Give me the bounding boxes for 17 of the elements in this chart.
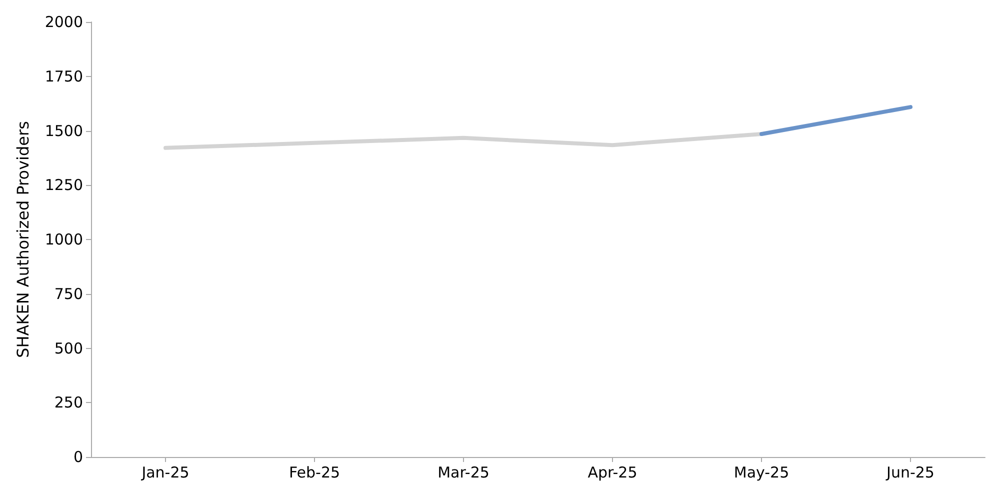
x-tick-label: Apr-25 (588, 464, 638, 482)
y-tick-label: 1250 (44, 176, 83, 194)
y-tick-label: 2000 (44, 13, 83, 31)
y-tick-label: 1750 (44, 67, 83, 86)
y-tick-label: 750 (54, 284, 83, 303)
line-series (164, 132, 764, 150)
y-tick-label: 500 (54, 339, 83, 358)
x-tick-label: Jun-25 (886, 464, 934, 482)
y-axis-title: SHAKEN Authorized Providers (14, 121, 32, 358)
x-tick-label: Feb-25 (288, 464, 340, 482)
y-tick-label: 0 (73, 448, 83, 466)
y-tick-label: 1000 (44, 230, 83, 248)
y-tick-label: 1500 (44, 122, 83, 140)
x-tick-label: Jan-25 (140, 464, 190, 482)
x-tick-label: May-25 (734, 464, 790, 482)
x-tick-label: Mar-25 (438, 464, 490, 482)
y-tick-label: 250 (54, 394, 83, 412)
